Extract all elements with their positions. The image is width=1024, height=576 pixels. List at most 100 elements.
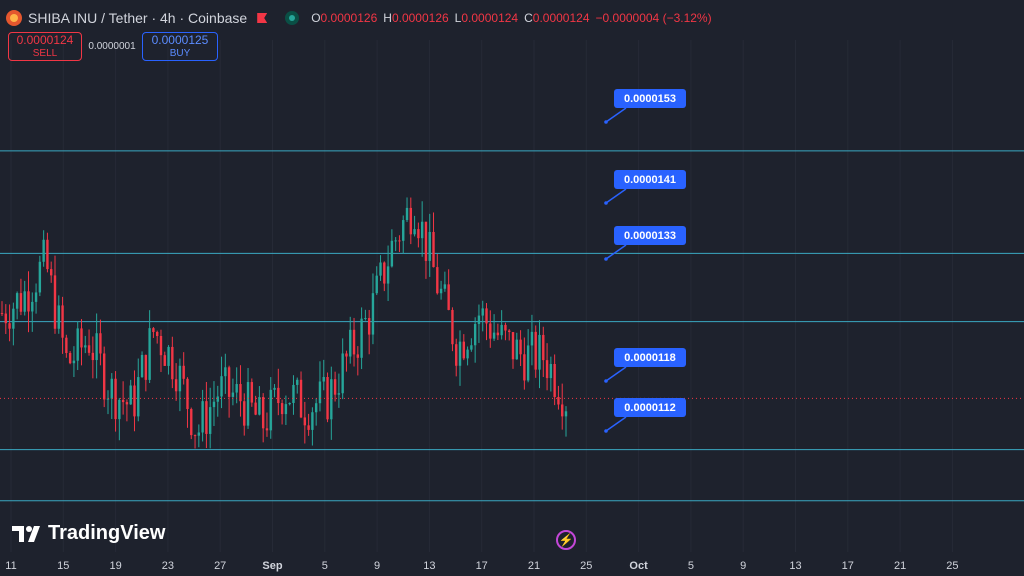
candle bbox=[489, 310, 492, 348]
candle bbox=[12, 302, 15, 346]
level-label-0000141[interactable]: 0.0000141 bbox=[614, 170, 686, 189]
candle-body bbox=[303, 417, 307, 426]
candle bbox=[50, 261, 53, 283]
candle bbox=[46, 232, 49, 273]
low-key: L bbox=[454, 11, 462, 25]
candle bbox=[451, 307, 454, 352]
candle bbox=[523, 337, 526, 390]
candle bbox=[84, 335, 87, 354]
candle-body bbox=[84, 345, 87, 348]
candle bbox=[439, 280, 443, 300]
candle bbox=[296, 377, 299, 394]
chart-grid bbox=[10, 40, 953, 552]
candle bbox=[307, 413, 310, 436]
buy-label: BUY bbox=[169, 47, 191, 59]
candle-body bbox=[492, 332, 496, 339]
x-tick-label: Oct bbox=[629, 560, 648, 572]
candle-body bbox=[201, 401, 204, 433]
candle-body bbox=[4, 313, 7, 324]
flag-icon[interactable] bbox=[257, 13, 268, 23]
candle-body bbox=[379, 262, 382, 276]
candle bbox=[250, 378, 254, 407]
candle bbox=[356, 346, 360, 376]
candle-body bbox=[163, 355, 166, 366]
trade-panel: 0.0000124 SELL 0.0000001 0.0000125 BUY bbox=[8, 32, 218, 61]
candle bbox=[553, 354, 556, 406]
candle-body bbox=[405, 207, 409, 221]
candle bbox=[549, 356, 553, 392]
candle bbox=[492, 314, 496, 341]
level-label-0000118[interactable]: 0.0000118 bbox=[614, 348, 686, 367]
candle-body bbox=[508, 330, 511, 333]
candle bbox=[269, 377, 272, 439]
candle bbox=[534, 325, 537, 378]
candle bbox=[99, 319, 102, 366]
level-anchor-dot bbox=[604, 379, 608, 383]
candle-body bbox=[193, 435, 197, 437]
low-value: 0.0000124 bbox=[461, 11, 519, 25]
candle-body bbox=[489, 323, 492, 339]
candle-body bbox=[292, 384, 295, 404]
candle bbox=[519, 330, 522, 367]
sell-button[interactable]: 0.0000124 SELL bbox=[8, 32, 82, 61]
candle-body bbox=[375, 275, 378, 294]
candle-body bbox=[8, 323, 11, 329]
candle bbox=[367, 309, 371, 355]
x-tick-label: 17 bbox=[475, 560, 488, 572]
candle-body bbox=[542, 334, 545, 361]
level-label-0000133[interactable]: 0.0000133 bbox=[614, 226, 686, 245]
ohlc-values: O0.0000126 H0.0000126 L0.0000124 C0.0000… bbox=[311, 11, 711, 25]
candle bbox=[311, 407, 314, 446]
candle-body bbox=[42, 239, 45, 262]
candle-body bbox=[420, 221, 424, 239]
candle-body bbox=[564, 411, 568, 417]
candle-body bbox=[137, 377, 140, 417]
level-anchor-dot bbox=[604, 257, 608, 261]
candle bbox=[152, 327, 155, 338]
x-tick-label: 13 bbox=[789, 560, 802, 572]
candle bbox=[542, 326, 545, 377]
candle bbox=[386, 245, 390, 301]
candle bbox=[333, 371, 337, 402]
candle bbox=[261, 393, 265, 443]
candle-body bbox=[504, 324, 507, 331]
x-tick-label: 25 bbox=[946, 560, 959, 572]
candle-body bbox=[462, 341, 465, 359]
candle-body bbox=[12, 308, 15, 329]
candle-body bbox=[364, 318, 367, 320]
buy-button[interactable]: 0.0000125 BUY bbox=[142, 32, 218, 61]
candle-body bbox=[458, 341, 462, 366]
horizontal-levels bbox=[0, 107, 1024, 502]
candle-body bbox=[227, 367, 231, 397]
candle-body bbox=[99, 333, 102, 354]
candle-body bbox=[538, 334, 541, 370]
candle bbox=[208, 387, 212, 449]
candle-body bbox=[220, 376, 223, 397]
level-label-0000153[interactable]: 0.0000153 bbox=[614, 89, 686, 108]
x-tick-label: 19 bbox=[109, 560, 122, 572]
tradingview-logo[interactable]: TradingView bbox=[12, 522, 165, 545]
level-label-0000112[interactable]: 0.0000112 bbox=[614, 398, 686, 417]
x-tick-label: 15 bbox=[57, 560, 70, 572]
candle bbox=[34, 283, 38, 314]
candle-body bbox=[326, 376, 329, 420]
candle-body bbox=[46, 239, 49, 270]
candle-body bbox=[330, 379, 333, 420]
x-tick-label: 25 bbox=[580, 560, 593, 572]
symbol-title[interactable]: SHIBA INU / Tether · 4h · Coinbase bbox=[28, 10, 248, 26]
candle bbox=[360, 307, 363, 370]
candle-body bbox=[349, 329, 352, 357]
candle-body bbox=[307, 425, 310, 430]
candle bbox=[27, 271, 30, 333]
candle-body bbox=[235, 384, 238, 393]
candle-body bbox=[15, 293, 19, 309]
lightning-icon[interactable]: ⚡ bbox=[556, 530, 576, 550]
candle-body bbox=[356, 354, 360, 358]
candle bbox=[341, 338, 344, 400]
shiba-inu-icon[interactable] bbox=[6, 10, 22, 26]
x-tick-label: Sep bbox=[262, 560, 283, 572]
candle-body bbox=[50, 269, 53, 276]
candle bbox=[436, 253, 439, 295]
candle-body bbox=[133, 385, 136, 417]
